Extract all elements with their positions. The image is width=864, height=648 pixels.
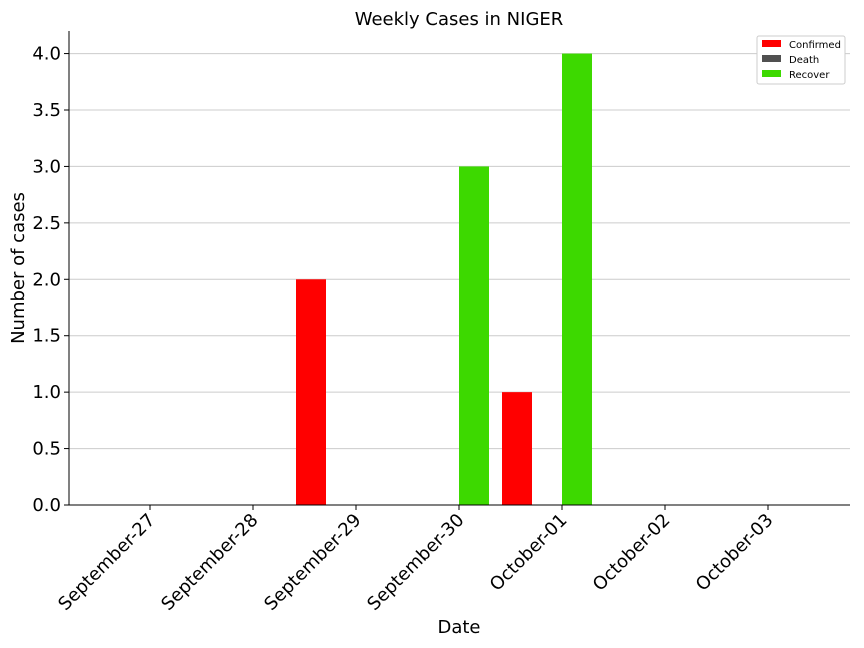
x-tick-label: October-03	[692, 510, 778, 596]
y-tick-label: 1.0	[32, 382, 61, 403]
x-tick-label: September-27	[54, 510, 159, 615]
y-tick-label: 3.5	[32, 100, 61, 121]
chart-title: Weekly Cases in NIGER	[355, 9, 564, 30]
y-ticks: 0.0 0.5 1.0 1.5 2.0 2.5 3.0 3.5 4.0	[32, 44, 69, 516]
y-axis-label: Number of cases	[8, 192, 29, 344]
x-tick-label: September-29	[260, 510, 365, 615]
legend-swatch-confirmed	[762, 40, 781, 47]
legend-label-recover: Recover	[789, 70, 830, 81]
legend-label-death: Death	[789, 55, 819, 66]
x-tick-label: October-02	[589, 510, 675, 596]
legend-swatch-recover	[762, 70, 781, 77]
x-tick-label: September-28	[157, 510, 262, 615]
x-ticks: September-27September-28September-29Sept…	[54, 505, 778, 615]
bar-confirmed	[502, 392, 532, 505]
bar-recover	[562, 53, 592, 505]
legend: Confirmed Death Recover	[756, 35, 846, 85]
x-tick-label: October-01	[486, 510, 572, 596]
y-tick-label: 4.0	[32, 44, 61, 65]
y-tick-label: 2.0	[32, 269, 61, 290]
bars	[296, 53, 592, 505]
y-tick-label: 1.5	[32, 326, 61, 347]
y-tick-label: 0.5	[32, 439, 61, 460]
x-axis-label: Date	[437, 617, 480, 638]
legend-label-confirmed: Confirmed	[789, 40, 841, 51]
legend-swatch-death	[762, 55, 781, 62]
y-tick-label: 0.0	[32, 495, 61, 516]
bar-recover	[459, 166, 489, 505]
y-tick-label: 2.5	[32, 213, 61, 234]
bar-confirmed	[296, 279, 326, 505]
x-tick-label: September-30	[363, 510, 468, 615]
y-tick-label: 3.0	[32, 156, 61, 177]
